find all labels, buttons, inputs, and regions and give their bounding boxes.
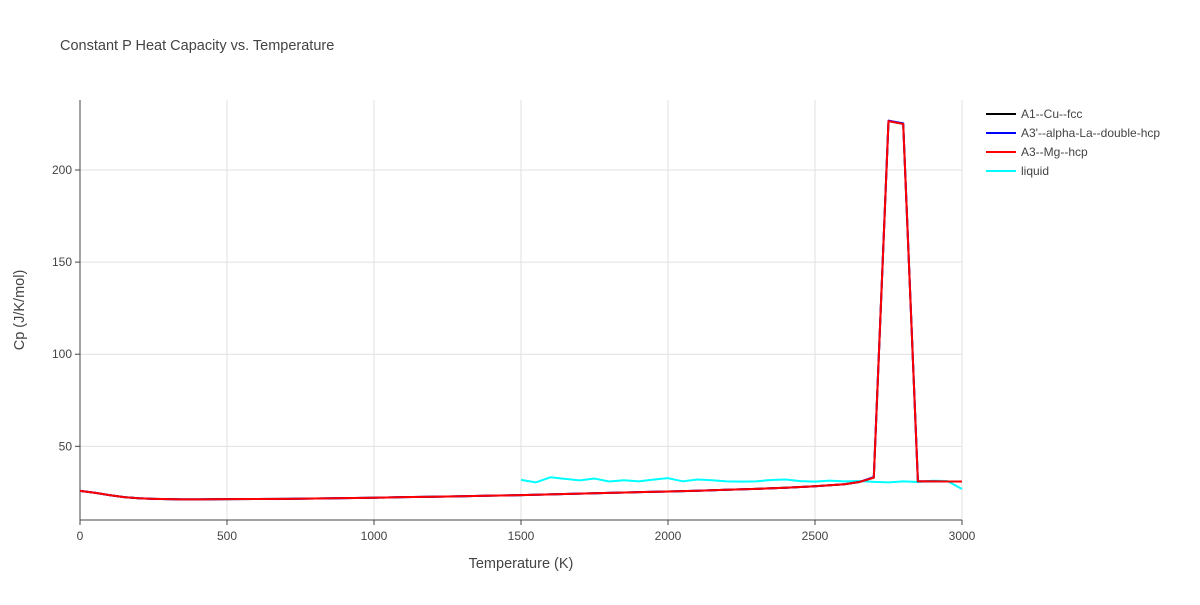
y-tick-label: 100 <box>52 347 72 361</box>
series-lines <box>79 119 963 501</box>
legend-item[interactable]: liquid <box>986 164 1049 178</box>
x-tick-label: 0 <box>77 529 84 543</box>
chart-title: Constant P Heat Capacity vs. Temperature <box>60 38 334 54</box>
legend-item[interactable]: A3--Mg--hcp <box>986 145 1088 159</box>
legend-item[interactable]: A1--Cu--fcc <box>986 107 1082 121</box>
y-tick-label: 200 <box>52 163 72 177</box>
legend-label: A3--Mg--hcp <box>1021 145 1088 159</box>
legend-label: liquid <box>1021 164 1049 178</box>
y-tick-label: 50 <box>59 439 73 453</box>
legend-item[interactable]: A3'--alpha-La--double-hcp <box>986 126 1160 140</box>
series-line-liquid[interactable] <box>520 476 963 490</box>
x-tick-label: 2000 <box>655 529 682 543</box>
y-axis-title: Cp (J/K/mol) <box>12 270 28 351</box>
x-tick-label: 500 <box>217 529 237 543</box>
x-tick-label: 3000 <box>949 529 976 543</box>
axes: 0 500 1000 1500 2000 2500 3000 50 100 150 200 <box>52 100 976 543</box>
x-tick-label: 2500 <box>802 529 829 543</box>
x-axis-title: Temperature (K) <box>469 556 574 572</box>
legend[interactable]: A1--Cu--fcc A3'--alpha-La--double-hcp A3--… <box>986 107 1160 178</box>
series-line-a3-mg-hcp[interactable] <box>79 120 962 501</box>
y-tick-label: 150 <box>52 255 72 269</box>
legend-label: A3'--alpha-La--double-hcp <box>1021 126 1160 140</box>
x-tick-label: 1000 <box>361 529 388 543</box>
legend-label: A1--Cu--fcc <box>1021 107 1082 121</box>
x-tick-label: 1500 <box>508 529 535 543</box>
grid-lines <box>80 100 963 520</box>
